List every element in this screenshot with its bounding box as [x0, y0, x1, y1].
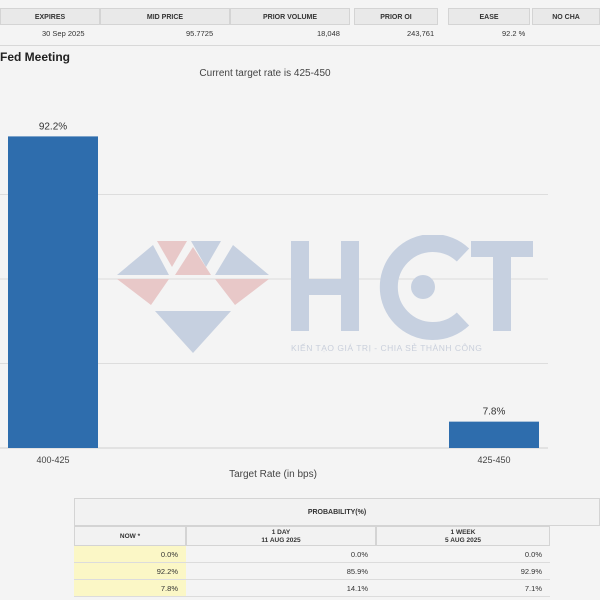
- data-label: 7.8%: [483, 407, 506, 418]
- table-row: 7.8% 14.1% 7.1%: [74, 580, 600, 597]
- header-1-week-label: 1 WEEK: [450, 529, 476, 536]
- 1-day-cell: 14.1%: [186, 580, 376, 597]
- header-1-week: 1 WEEK 5 AUG 2025: [376, 526, 550, 546]
- value-ease: 92.2 %: [502, 29, 526, 38]
- x-tick-label: 425-450: [477, 455, 510, 465]
- 1-week-cell: 0.0%: [376, 546, 550, 563]
- bar-400-425: [8, 136, 98, 448]
- value-mid-price: 95.7725: [186, 29, 214, 38]
- x-axis-label: Target Rate (in bps): [229, 469, 317, 480]
- header-prior-oi: PRIOR OI: [354, 8, 438, 25]
- bar-425-450: [449, 421, 539, 448]
- data-label: 92.2%: [39, 121, 67, 132]
- header-ease: EASE: [448, 8, 530, 25]
- header-prior-volume: PRIOR VOLUME: [230, 8, 350, 25]
- table-row: 0.0% 0.0% 0.0%: [74, 546, 600, 563]
- 1-day-cell: 85.9%: [186, 563, 376, 580]
- divider: [0, 45, 600, 46]
- chart-title: Current target rate is 425-450: [199, 68, 331, 79]
- value-expires: 30 Sep 2025: [42, 29, 85, 38]
- now-cell: 92.2%: [74, 563, 186, 580]
- x-tick-label: 400-425: [36, 455, 69, 465]
- header-now: NOW *: [74, 526, 186, 546]
- 1-week-cell: 92.9%: [376, 563, 550, 580]
- now-cell: 0.0%: [74, 546, 186, 563]
- value-prior-oi: 243,761: [407, 29, 435, 38]
- header-1-day-date: 11 AUG 2025: [261, 537, 301, 544]
- header-expires: EXPIRES: [0, 8, 100, 25]
- contract-info-header-row: EXPIRES MID PRICE PRIOR VOLUME PRIOR OI …: [0, 8, 600, 25]
- probability-table: PROBABILITY(%) NOW * 1 DAY 11 AUG 2025 1…: [0, 498, 600, 600]
- chart-heading: Fed Meeting: [0, 50, 71, 64]
- 1-week-cell: 7.1%: [376, 580, 550, 597]
- header-1-week-date: 5 AUG 2025: [445, 537, 481, 544]
- table-row: 92.2% 85.9% 92.9%: [74, 563, 600, 580]
- value-prior-volume: 18,048: [317, 29, 340, 38]
- header-mid-price: MID PRICE: [100, 8, 230, 25]
- now-cell: 7.8%: [74, 580, 186, 597]
- header-1-day-label: 1 DAY: [271, 529, 291, 536]
- target-rate-chart: 92.2% 400-425 7.8% 425-450 Target Rate (in b…: [0, 121, 548, 480]
- probability-title: PROBABILITY(%): [74, 498, 600, 526]
- header-1-day: 1 DAY 11 AUG 2025: [186, 526, 376, 546]
- header-now-label: NOW *: [119, 533, 141, 540]
- contract-info-table: EXPIRES MID PRICE PRIOR VOLUME PRIOR OI …: [0, 0, 600, 46]
- 1-day-cell: 0.0%: [186, 546, 376, 563]
